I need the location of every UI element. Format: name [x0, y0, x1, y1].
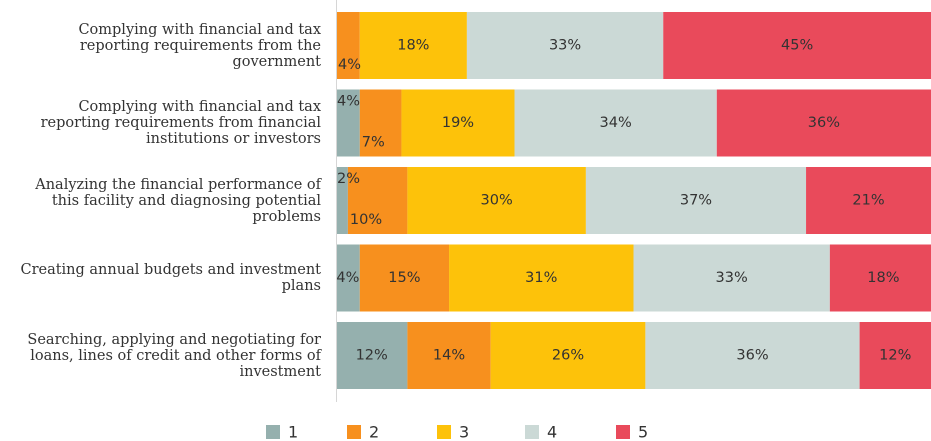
value-label: 26%	[552, 348, 584, 364]
value-label: 18%	[867, 270, 899, 286]
category-label: Creating annual budgets and investment p…	[10, 245, 321, 312]
category-text: Creating annual budgets and investment p…	[20, 262, 321, 294]
value-label: 7%	[362, 135, 385, 151]
value-label: 14%	[433, 348, 465, 364]
value-label: 12%	[879, 348, 911, 364]
legend-swatch	[616, 425, 630, 439]
category-text: Complying with financial and tax reporti…	[40, 99, 321, 147]
bar-segment	[449, 244, 634, 312]
bar-segment	[859, 322, 931, 389]
bar-segment	[806, 167, 931, 234]
bar-segment	[359, 244, 450, 312]
value-label: 34%	[600, 115, 632, 131]
value-label: 12%	[356, 348, 388, 364]
bar-segment	[336, 322, 408, 389]
legend-label: 1	[288, 423, 298, 441]
value-label: 4%	[336, 270, 359, 286]
legend-label: 4	[547, 423, 557, 441]
bar-segment	[466, 12, 664, 79]
legend-swatch	[437, 425, 451, 439]
category-text: Complying with financial and tax reporti…	[78, 21, 321, 70]
bar-segment	[336, 89, 360, 157]
plot-area	[336, 12, 931, 389]
legend-label: 2	[369, 423, 379, 441]
bar-segment	[359, 89, 402, 157]
bar-segment	[336, 12, 360, 79]
legend-swatch	[347, 425, 361, 439]
value-label: 4%	[337, 94, 360, 110]
bar-segment	[645, 322, 860, 389]
value-label: 30%	[481, 193, 513, 209]
value-label: 36%	[808, 115, 840, 131]
bar-segment	[663, 12, 931, 79]
category-text: Analyzing the financial performance of t…	[35, 176, 321, 225]
value-label: 45%	[781, 38, 813, 54]
category-label: Analyzing the financial performance of t…	[10, 167, 321, 234]
value-label: 15%	[388, 270, 420, 286]
value-label: 4%	[338, 57, 361, 73]
bar-segment	[407, 167, 586, 234]
value-label: 18%	[397, 38, 429, 54]
category-label: Searching, applying and negotiating for …	[10, 322, 321, 389]
bar-segment	[829, 244, 931, 312]
bar-segment	[633, 244, 830, 312]
value-label: 10%	[350, 212, 382, 228]
bar-segment	[514, 89, 717, 157]
value-label: 37%	[680, 193, 712, 209]
bar-segment	[401, 89, 515, 157]
bar-segment	[716, 89, 931, 157]
bar-segment	[359, 12, 467, 79]
category-text: Searching, applying and negotiating for …	[27, 331, 321, 380]
legend-label: 5	[638, 423, 648, 441]
bar-segment	[336, 244, 360, 312]
bar-segment	[585, 167, 807, 234]
bar-segment	[407, 322, 491, 389]
value-label: 21%	[852, 193, 884, 209]
legend-swatch	[525, 425, 539, 439]
legend-label: 3	[459, 423, 469, 441]
bar-segment	[490, 322, 646, 389]
category-label: Complying with financial and tax reporti…	[10, 90, 321, 157]
value-label: 36%	[736, 348, 768, 364]
value-label: 33%	[549, 38, 581, 54]
value-label: 2%	[337, 171, 360, 187]
value-label: 33%	[716, 270, 748, 286]
legend-swatch	[266, 425, 280, 439]
category-label: Complying with financial and tax reporti…	[10, 12, 321, 79]
bar-segment	[347, 167, 408, 234]
value-label: 19%	[442, 115, 474, 131]
bar-segment	[336, 167, 348, 234]
value-label: 31%	[525, 270, 557, 286]
